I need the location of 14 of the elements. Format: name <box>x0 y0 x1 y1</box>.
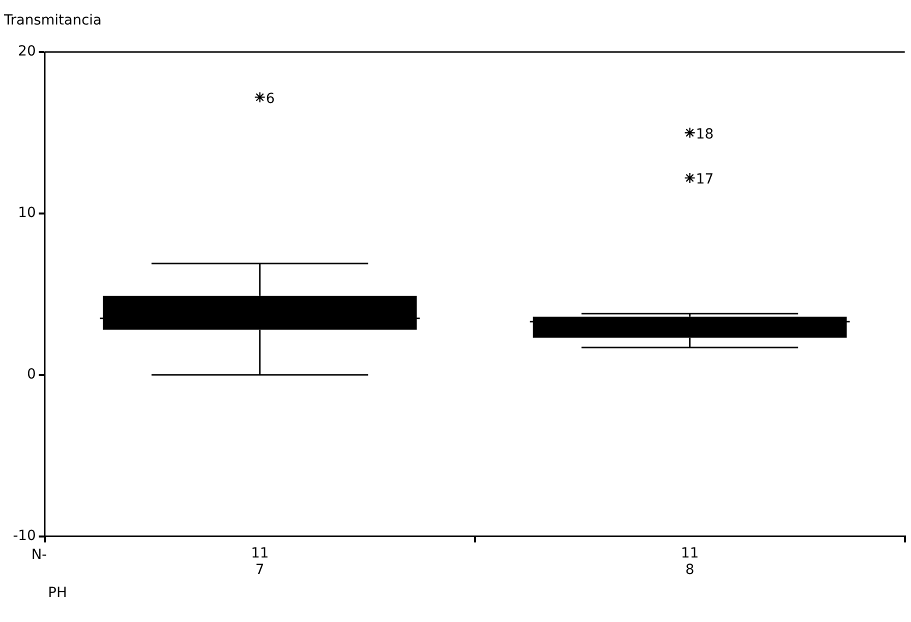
y-tick-label: 10 <box>18 205 36 222</box>
y-tick-label: -10 <box>12 528 36 544</box>
text: N- <box>31 547 47 564</box>
text: 11 <box>250 545 269 562</box>
annotation: 17 <box>696 172 714 188</box>
x-tick-label: 8 <box>685 562 694 578</box>
annotation: 6 <box>266 90 275 107</box>
annotation: 18 <box>696 126 714 142</box>
x-axis-title: PH <box>48 585 67 602</box>
y-axis-title: Transmitancia <box>3 12 102 29</box>
y-tick-label: 0 <box>26 366 36 383</box>
x-tick-label: 7 <box>255 562 264 578</box>
text: 11 <box>680 545 699 562</box>
y-tick-label: 20 <box>18 44 36 60</box>
